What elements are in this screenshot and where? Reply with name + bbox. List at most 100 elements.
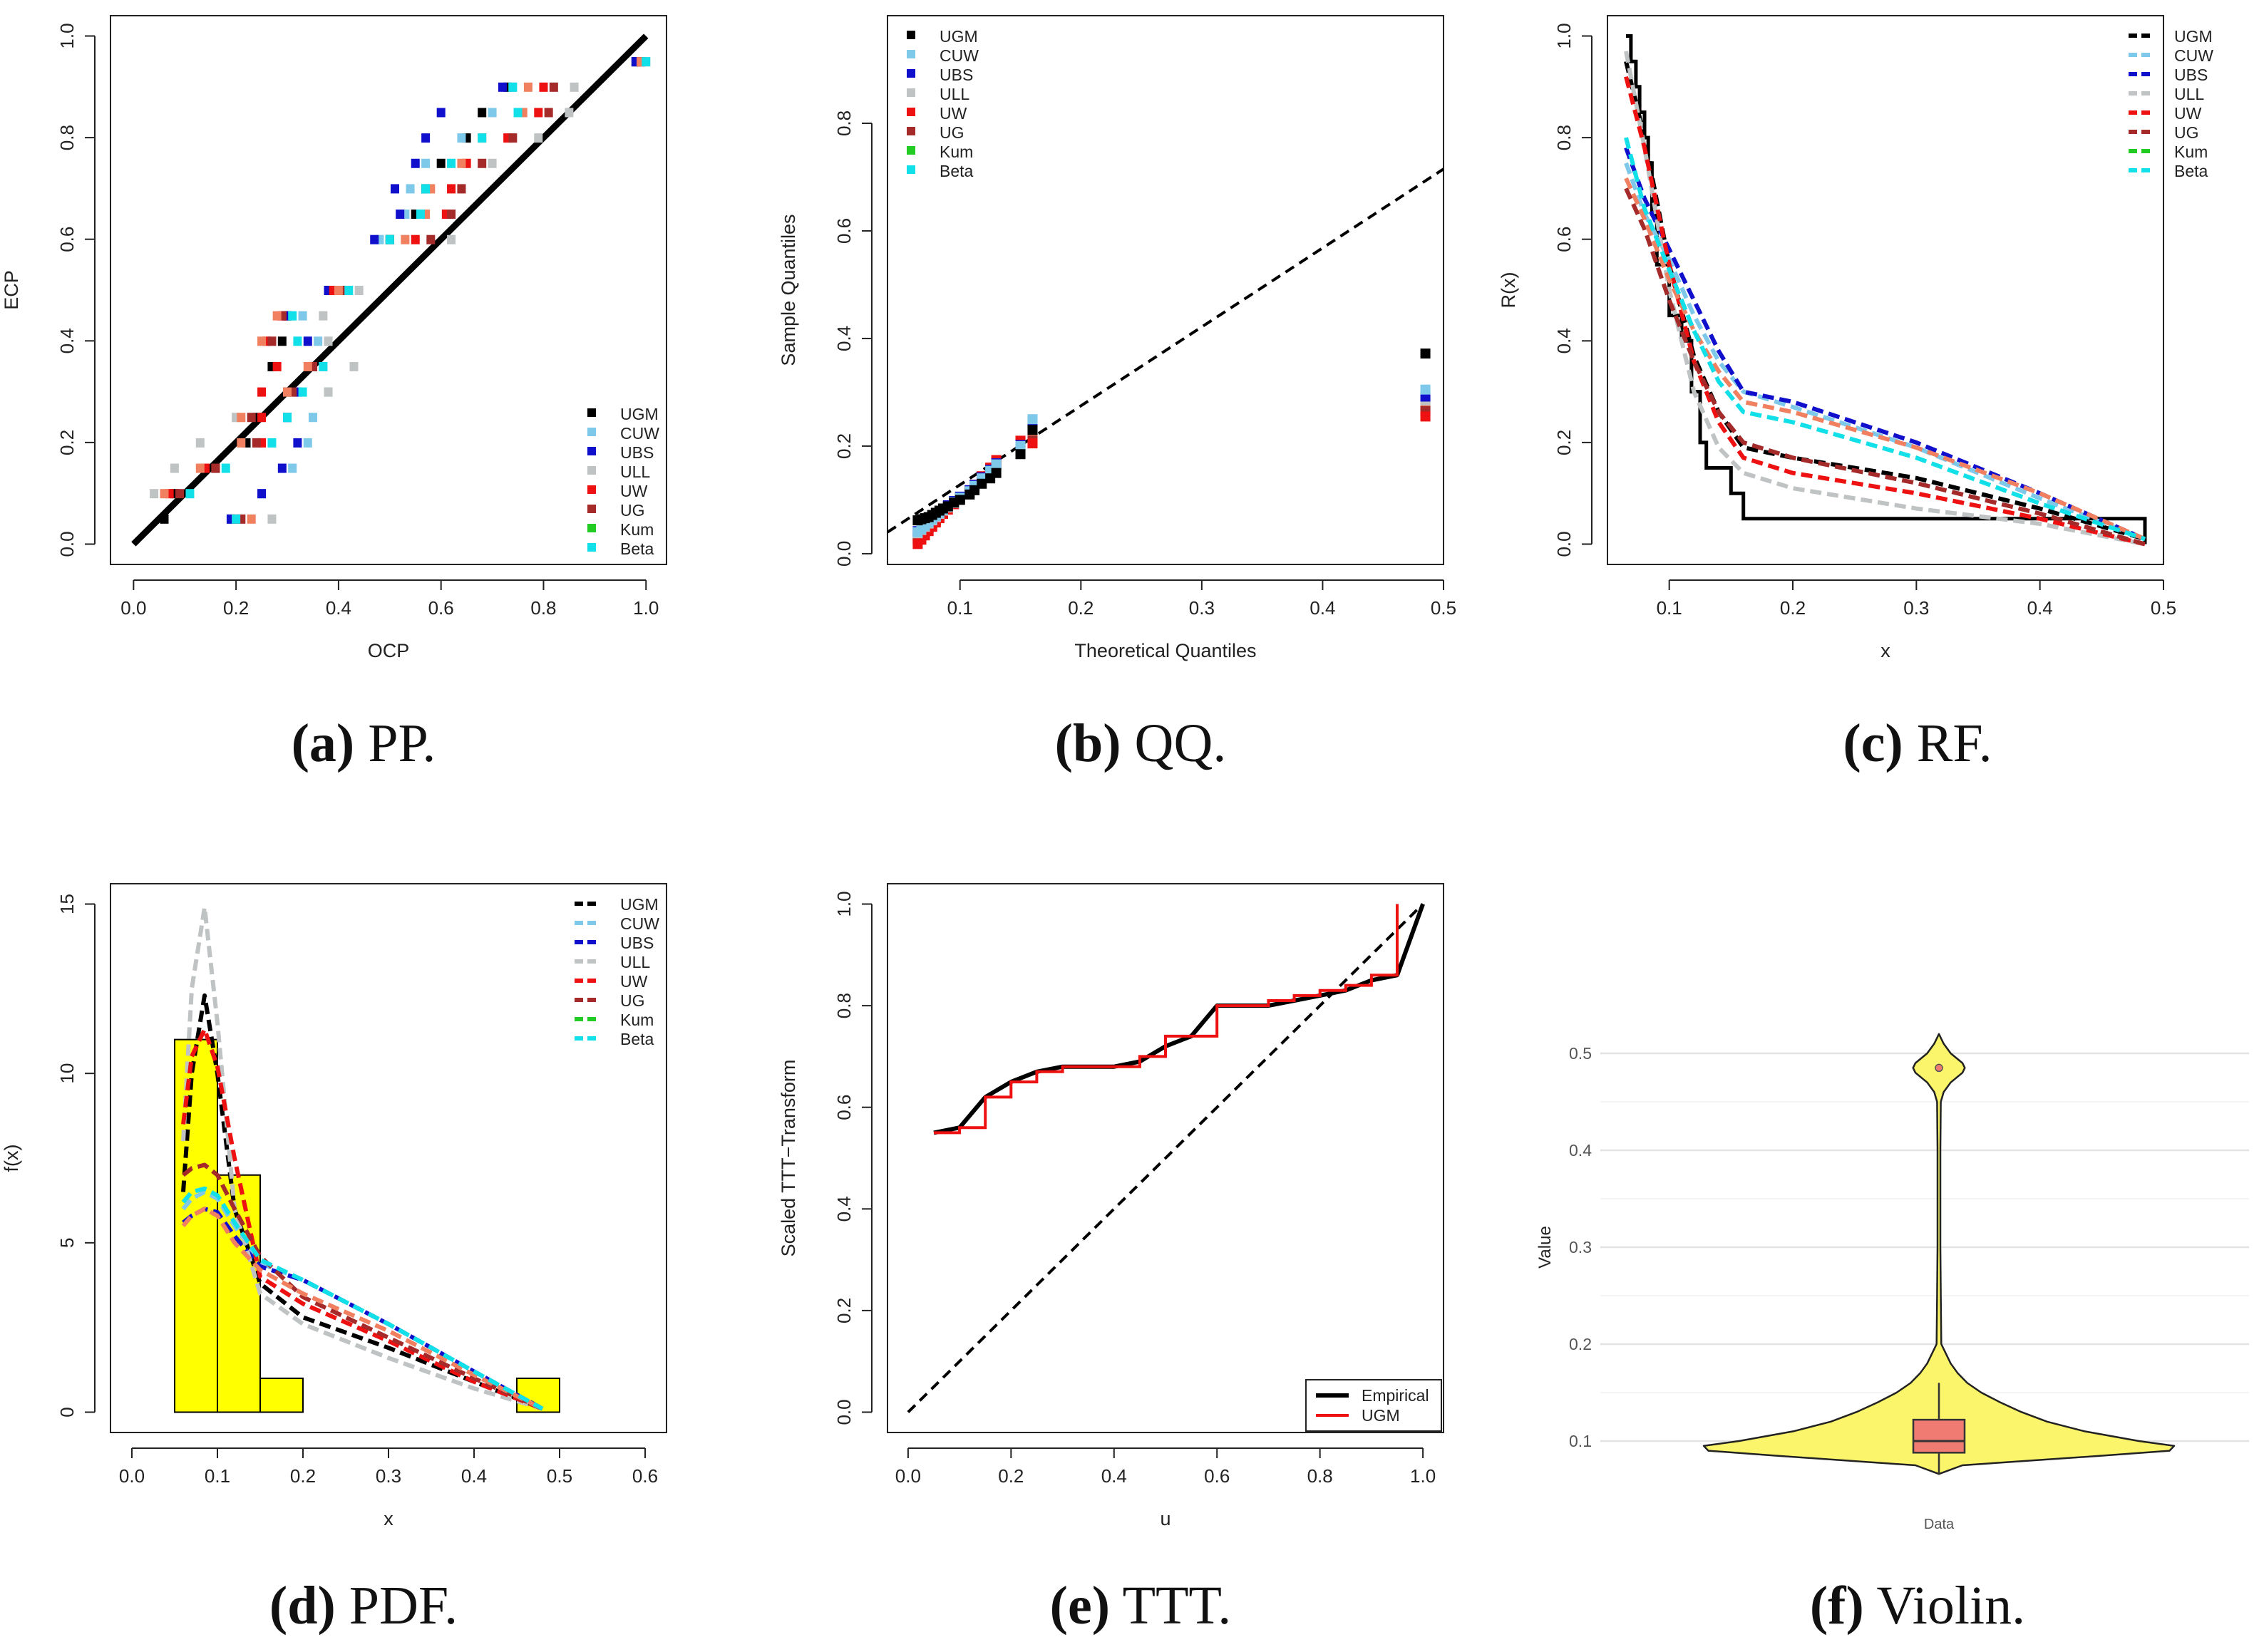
- pp-point-uw: [539, 82, 548, 92]
- rf-curve-kum: [1624, 177, 2146, 542]
- pp-point-beta: [447, 158, 456, 168]
- pp-point-kum: [237, 438, 246, 448]
- pp-point-beta: [385, 234, 394, 244]
- pp-point-ug: [447, 210, 456, 220]
- pp-point-ull: [488, 158, 497, 168]
- legend-marker-ug: [907, 127, 915, 135]
- pdf-curve-ull: [181, 905, 543, 1411]
- x-tick-label: 0.5: [1431, 597, 1456, 619]
- pp-point-ubs: [370, 234, 379, 244]
- x-tick-label: 1.0: [633, 597, 659, 619]
- pdf-curve-uw: [181, 1027, 544, 1411]
- qq-point-ugm: [977, 478, 987, 489]
- panel-pdf: 0.0 0.1 0.2 0.3 0.4 0.5 0.6 0 5 10 15 x f(x) UGMCUWUB…: [1, 883, 667, 1529]
- x-tick-label: 0.0: [119, 1465, 145, 1487]
- caption-a: (a) PP.: [292, 713, 436, 775]
- pdf-curve-beta: [181, 1186, 544, 1411]
- caption-d-text: PDF.: [349, 1576, 458, 1636]
- y-tick-label: 0.8: [1553, 125, 1575, 150]
- x-tick-label: 0.1: [1657, 597, 1682, 619]
- legend-marker-cuw: [587, 428, 596, 436]
- pp-point-beta: [508, 82, 518, 92]
- pp-point-cuw: [314, 336, 323, 346]
- pp-point-kum: [160, 489, 169, 499]
- legend-label-cuw: CUW: [620, 424, 659, 443]
- y-tick-label: 0.2: [833, 1298, 855, 1323]
- rf-curve-ubs: [1624, 147, 2146, 542]
- pp-point-ubs: [498, 82, 507, 92]
- pp-point-ubs: [303, 336, 312, 346]
- legend-label-ubs: UBS: [940, 66, 973, 84]
- rf-curve-ull: [1624, 51, 2146, 547]
- caption-c: (c) RF.: [1843, 713, 1992, 775]
- pp-point-beta: [221, 463, 230, 473]
- x-tick-label: 0.4: [2027, 597, 2053, 619]
- qq-point-uw: [1027, 438, 1038, 449]
- pp-point-uw: [447, 184, 456, 194]
- legend-label-beta: Beta: [620, 1030, 654, 1048]
- pp-point-ugm: [160, 514, 169, 524]
- caption-a-letter: (a): [291, 713, 355, 773]
- violin-shape: [1702, 1033, 2176, 1475]
- x-tick-label: 0.2: [290, 1465, 316, 1487]
- y-axis-label: Sample Quantiles: [778, 214, 799, 366]
- pp-point-ug: [544, 108, 553, 118]
- legend-label-beta: Beta: [2174, 162, 2208, 180]
- x-axis-label: Theoretical Quantiles: [1074, 640, 1256, 661]
- caption-b-text: QQ.: [1134, 713, 1227, 773]
- legend-label-uw: UW: [620, 972, 648, 991]
- legend-label-ug: UG: [940, 123, 964, 142]
- y-tick-label: 0.4: [56, 328, 78, 353]
- pp-point-beta: [513, 108, 523, 118]
- legend-marker-ug: [587, 505, 596, 513]
- pp-point-ugm: [478, 108, 487, 118]
- ugm-step: [934, 904, 1399, 1135]
- qq-point-ugm: [955, 495, 965, 505]
- pp-point-ull: [324, 387, 333, 397]
- caption-c-text: RF.: [1916, 713, 1992, 773]
- histogram-bar: [259, 1377, 304, 1413]
- legend-label-kum: Kum: [620, 1011, 654, 1029]
- legend-marker-cuw: [907, 50, 915, 58]
- qq-point-cuw: [1027, 414, 1038, 425]
- y-tick-label: 0.6: [833, 1095, 855, 1120]
- pp-point-ull: [324, 336, 333, 346]
- pp-point-beta: [642, 57, 651, 67]
- legend-label-ull: ULL: [940, 85, 969, 103]
- pp-point-ug: [252, 438, 261, 448]
- y-tick-label: 0.6: [56, 227, 78, 252]
- caption-b: (b) QQ.: [1055, 713, 1227, 775]
- legend-label-ubs: UBS: [620, 443, 654, 462]
- pp-point-ubs: [277, 463, 287, 473]
- pp-point-uw: [411, 234, 420, 244]
- panel-rf: 0.1 0.2 0.3 0.4 0.5 0.0 0.2 0.4 0.6 0.8 1.0 x R(x) UG…: [1498, 15, 2213, 661]
- legend-label-kum: Kum: [620, 520, 654, 539]
- legend-marker-beta: [587, 543, 596, 552]
- pp-point-kum: [457, 158, 466, 168]
- y-tick-label: 0.5: [1569, 1044, 1592, 1063]
- pp-point-beta: [344, 286, 354, 295]
- legend-label-ull: ULL: [620, 463, 650, 481]
- pp-point-kum: [272, 311, 282, 321]
- legend-marker-kum: [587, 524, 596, 532]
- legend-label-ull: ULL: [620, 953, 650, 971]
- rf-curve-cuw: [1624, 162, 2146, 542]
- legend-marker-ugm: [587, 408, 596, 417]
- legend-marker-ull: [587, 466, 596, 475]
- pp-point-ug: [247, 413, 256, 423]
- pp-point-ull: [150, 489, 159, 499]
- pp-point-ull: [534, 133, 543, 143]
- qq-point-ugm: [991, 468, 1002, 478]
- y-tick-label: 0.2: [833, 433, 855, 459]
- caption-e: (e) TTT.: [1050, 1575, 1232, 1637]
- caption-d-letter: (d): [269, 1576, 336, 1636]
- x-axis-label: OCP: [368, 640, 410, 661]
- y-tick-label: 0.1: [1569, 1432, 1592, 1450]
- legend-marker-kum: [907, 146, 915, 155]
- x-tick-label: 0.3: [376, 1465, 401, 1487]
- pp-point-uw: [534, 108, 543, 118]
- pp-point-kum: [283, 387, 292, 397]
- y-tick-label: 1.0: [833, 891, 855, 917]
- legend-label-beta: Beta: [620, 540, 654, 558]
- y-axis-label: R(x): [1498, 272, 1519, 309]
